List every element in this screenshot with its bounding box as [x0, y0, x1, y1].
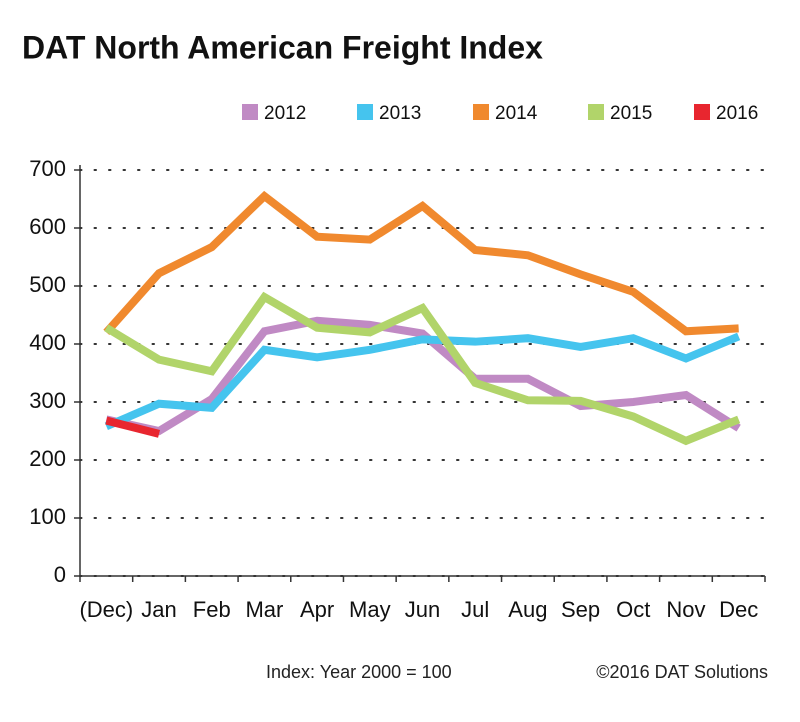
legend-swatch — [588, 104, 604, 120]
x-tick-label: May — [349, 597, 391, 622]
x-tick-label: Sep — [561, 597, 600, 622]
legend-swatch — [473, 104, 489, 120]
x-tick-label: Oct — [616, 597, 650, 622]
x-tick-label: Jun — [405, 597, 440, 622]
y-tick-label: 0 — [54, 562, 66, 587]
x-tick-label: Nov — [666, 597, 705, 622]
legend-swatch — [357, 104, 373, 120]
legend-swatch — [694, 104, 710, 120]
line — [105, 316, 741, 436]
y-tick-label: 200 — [29, 446, 66, 471]
y-tick-label: 300 — [29, 388, 66, 413]
y-tick-label: 600 — [29, 214, 66, 239]
legend-label: 2014 — [495, 103, 538, 124]
y-tick-label: 400 — [29, 330, 66, 355]
line — [104, 291, 741, 446]
line — [105, 416, 161, 438]
line — [103, 190, 739, 336]
note: Index: Year 2000 = 100 — [266, 662, 452, 682]
legend-label: 2013 — [379, 103, 421, 124]
x-tick-label: Dec — [719, 597, 758, 622]
note: ©2016 DAT Solutions — [596, 662, 768, 682]
y-tick-label: 100 — [29, 504, 66, 529]
line — [104, 332, 741, 431]
x-tick-label: Jan — [141, 597, 176, 622]
x-tick-label: Feb — [193, 597, 231, 622]
y-tick-label: 700 — [29, 156, 66, 181]
y-tick-label: 500 — [29, 272, 66, 297]
legend-label: 2016 — [716, 103, 758, 124]
x-tick-label: (Dec) — [79, 597, 133, 622]
chart-title: DAT North American Freight Index — [22, 29, 543, 65]
x-tick-label: Mar — [245, 597, 283, 622]
x-tick-label: Aug — [508, 597, 547, 622]
legend-label: 2012 — [264, 103, 306, 124]
legend-swatch — [242, 104, 258, 120]
x-tick-label: Apr — [300, 597, 334, 622]
legend-label: 2015 — [610, 103, 652, 124]
x-tick-label: Jul — [461, 597, 489, 622]
